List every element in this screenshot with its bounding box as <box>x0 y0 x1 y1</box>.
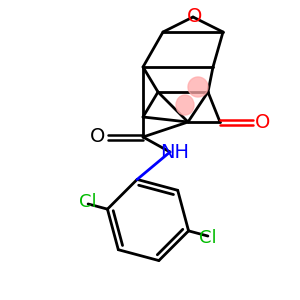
Text: O: O <box>255 112 271 131</box>
Ellipse shape <box>176 95 194 115</box>
Text: O: O <box>90 128 106 146</box>
Ellipse shape <box>188 77 208 97</box>
Text: O: O <box>187 7 203 26</box>
Text: Cl: Cl <box>79 193 97 211</box>
Text: NH: NH <box>160 142 190 161</box>
Text: Cl: Cl <box>199 229 217 247</box>
